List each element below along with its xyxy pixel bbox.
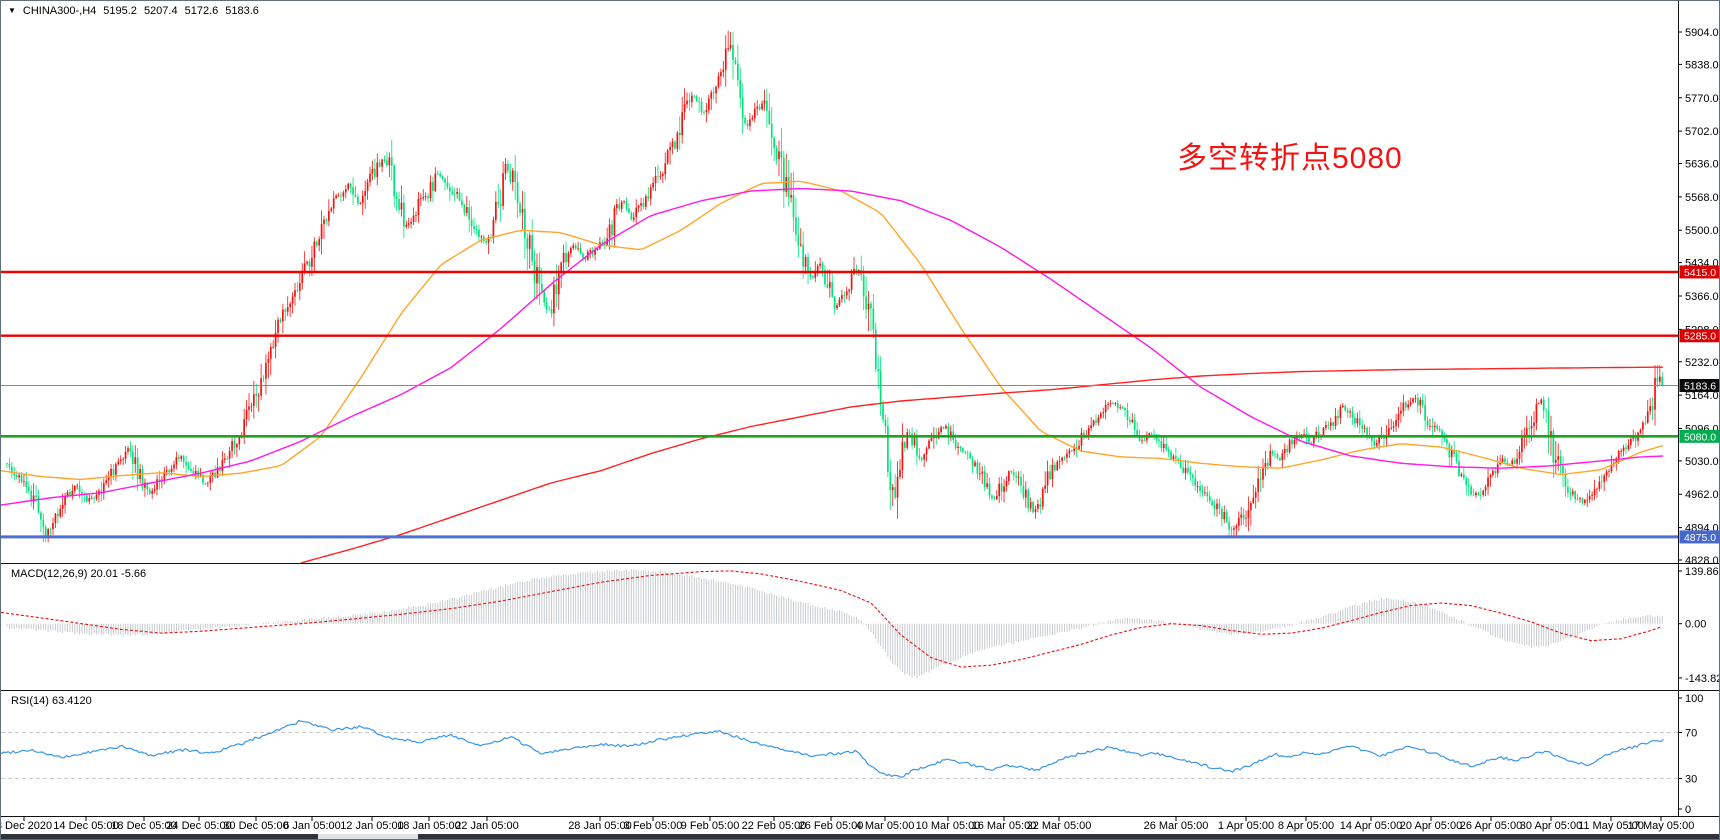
level-price-tag-label: 5415.0 bbox=[1684, 267, 1716, 279]
y-axis-tick-label: 5568.0 bbox=[1685, 192, 1719, 204]
y-axis-tick-label: 5164.0 bbox=[1685, 390, 1719, 402]
y-axis-labels: 5904.0 5838.0 5770.0 5702.0 5636.0 5568.0 5500… bbox=[1678, 27, 1720, 816]
x-axis-date-label: 17 May 05:00 bbox=[1628, 820, 1695, 832]
y-axis-tick-label: 5232.0 bbox=[1685, 357, 1719, 369]
level-price-tag-label: 4875.0 bbox=[1684, 532, 1716, 544]
chart-chrome bbox=[1, 1, 1719, 818]
macd-panel bbox=[1, 569, 1663, 679]
x-axis-date-label: 24 Dec 05:00 bbox=[166, 820, 231, 832]
symbol-period-label: CHINA300-,H4 bbox=[22, 5, 97, 17]
scrollbar-thumb[interactable] bbox=[418, 834, 1719, 839]
x-axis-date-label: 26 Apr 05:00 bbox=[1460, 820, 1522, 832]
macd-tick-label: 0.00 bbox=[1685, 619, 1706, 631]
low-value: 5172.6 bbox=[184, 5, 219, 17]
y-axis-tick-label: 5636.0 bbox=[1685, 159, 1719, 171]
x-axis-date-label: 4 Mar 05:00 bbox=[856, 820, 915, 832]
level-price-tag-label: 5080.0 bbox=[1684, 431, 1716, 443]
y-axis-tick-label: 4828.0 bbox=[1685, 555, 1719, 567]
x-axis-date-label: 18 Dec 05:00 bbox=[111, 820, 176, 832]
x-axis-date-label: 14 Dec 05:00 bbox=[53, 820, 118, 832]
rsi-panel bbox=[1, 719, 1678, 779]
level-price-tag bbox=[1679, 530, 1719, 544]
level-price-tag bbox=[1679, 429, 1719, 443]
y-axis-tick-label: 4962.0 bbox=[1685, 489, 1719, 501]
x-axis-date-label: 14 Apr 05:00 bbox=[1340, 820, 1402, 832]
horizontal-levels bbox=[1, 270, 1678, 539]
high-value: 5207.4 bbox=[143, 5, 178, 17]
level-price-tag-label: 5285.0 bbox=[1684, 331, 1716, 343]
price-tag-boxes: 5415.0 5285.0 5080.0 4875.0 5183.6 bbox=[1679, 265, 1719, 544]
x-axis-date-label: 8 Apr 05:00 bbox=[1278, 820, 1334, 832]
ma-fast-orange-line bbox=[1, 180, 1664, 481]
current-price-tag bbox=[1679, 379, 1719, 393]
x-axis-date-label: 6 Jan 05:00 bbox=[283, 820, 341, 832]
y-axis-tick-label: 5500.0 bbox=[1685, 225, 1719, 237]
x-axis-date-label: 8 Dec 2020 bbox=[1, 820, 52, 832]
ma-mid-magenta-line bbox=[1, 187, 1664, 506]
x-axis-date-label: 26 Feb 05:00 bbox=[799, 820, 864, 832]
level-price-tag bbox=[1679, 265, 1719, 279]
horizontal-scrollbar[interactable] bbox=[1, 834, 1719, 839]
x-axis-date-label: 26 Mar 05:00 bbox=[1144, 820, 1209, 832]
x-axis-date-label: 18 Jan 05:00 bbox=[397, 820, 461, 832]
x-axis-date-label: 30 Dec 05:00 bbox=[223, 820, 288, 832]
y-axis-tick-label: 5904.0 bbox=[1685, 27, 1719, 39]
y-axis-tick-label: 5702.0 bbox=[1685, 126, 1719, 138]
rsi-tick-label: 70 bbox=[1685, 728, 1697, 740]
x-axis-date-label: 3 Feb 05:00 bbox=[624, 820, 683, 832]
macd-signal-line bbox=[1, 570, 1662, 668]
x-axis-date-label: 12 Jan 05:00 bbox=[340, 820, 404, 832]
moving-averages bbox=[1, 180, 1664, 564]
open-value: 5195.2 bbox=[103, 5, 137, 17]
rsi-indicator-label: RSI(14) 63.4120 bbox=[11, 695, 92, 707]
level-price-tag bbox=[1679, 329, 1719, 343]
rsi-line bbox=[1, 719, 1664, 778]
annotation-text: 多空转折点5080 bbox=[1177, 142, 1403, 175]
macd-tick-label: -143.82 bbox=[1685, 673, 1720, 685]
current-price-tag-label: 5183.6 bbox=[1684, 381, 1716, 393]
macd-indicator-label: MACD(12,26,9) 20.01 -5.66 bbox=[11, 568, 147, 580]
x-axis-date-label: 22 Mar 05:00 bbox=[1027, 820, 1092, 832]
y-axis-tick-label: 5770.0 bbox=[1685, 93, 1719, 105]
x-axis-date-label: 10 Mar 05:00 bbox=[916, 820, 981, 832]
x-axis-date-label: 22 Feb 05:00 bbox=[742, 820, 807, 832]
x-axis-date-label: 9 Feb 05:00 bbox=[681, 820, 740, 832]
x-axis-date-label: 20 Apr 05:00 bbox=[1400, 820, 1462, 832]
rsi-tick-label: 30 bbox=[1685, 774, 1697, 786]
rsi-tick-label: 0 bbox=[1685, 804, 1691, 816]
x-axis-date-label: 28 Jan 05:00 bbox=[568, 820, 632, 832]
scrollbar-thumb[interactable] bbox=[1, 834, 318, 839]
ma-slow-red-line bbox=[300, 366, 1663, 564]
x-axis-date-label: 30 Apr 05:00 bbox=[1520, 820, 1582, 832]
candlestick-series bbox=[6, 30, 1664, 543]
y-axis-tick-label: 5366.0 bbox=[1685, 291, 1719, 303]
x-axis-date-label: 22 Jan 05:00 bbox=[455, 820, 519, 832]
y-axis-tick-label: 5030.0 bbox=[1685, 456, 1719, 468]
macd-tick-label: 139.86 bbox=[1685, 566, 1719, 578]
close-value: 5183.6 bbox=[225, 5, 259, 17]
x-axis-date-label: 11 May 05:00 bbox=[1578, 820, 1644, 832]
chart-title-bar: ▼ CHINA300-,H4 5195.2 5207.4 5172.6 5183.6 bbox=[8, 5, 259, 17]
x-axis-date-label: 16 Mar 05:00 bbox=[972, 820, 1037, 832]
symbol-dropdown-icon[interactable]: ▼ bbox=[8, 6, 16, 15]
rsi-tick-label: 100 bbox=[1685, 693, 1703, 705]
x-axis-date-label: 1 Apr 05:00 bbox=[1218, 820, 1274, 832]
y-axis-tick-label: 5838.0 bbox=[1685, 59, 1719, 71]
